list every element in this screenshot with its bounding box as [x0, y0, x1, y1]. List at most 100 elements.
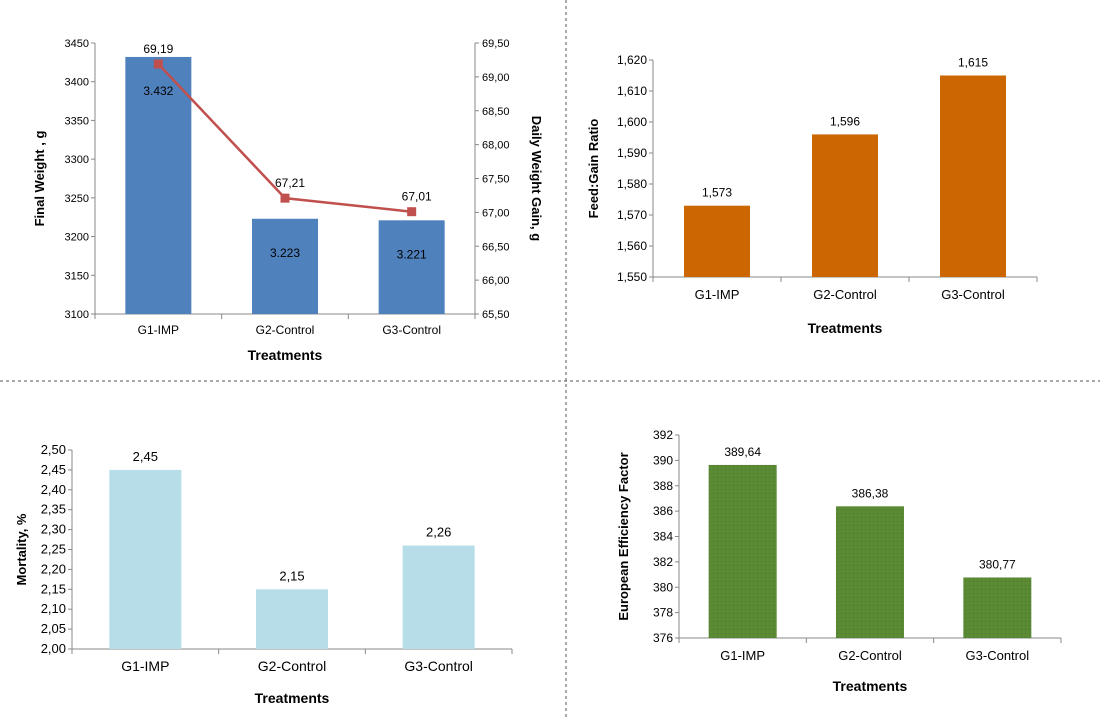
y-tick-label: 2,30: [41, 522, 66, 537]
y2-tick-label: 66,00: [482, 275, 510, 287]
bar: [109, 469, 182, 649]
y-axis-title: Final Weight , g: [32, 131, 47, 227]
data-label: 2,45: [133, 449, 158, 464]
y-tick-label: 386: [653, 504, 673, 518]
y-tick-label: 3300: [65, 154, 89, 166]
y-tick-label: 1,550: [617, 270, 647, 284]
x-axis-title: Treatments: [833, 678, 908, 694]
y-tick-label: 3450: [65, 38, 89, 50]
y-tick-label: 1,610: [617, 84, 647, 98]
x-axis-title: Treatments: [248, 347, 323, 363]
x-tick-label: G1-IMP: [121, 658, 169, 674]
y-tick-label: 1,600: [617, 115, 647, 129]
y-tick-label: 2,10: [41, 601, 66, 616]
y-tick-label: 1,580: [617, 177, 647, 191]
data-label: 1,615: [958, 56, 988, 70]
y2-tick-label: 68,50: [482, 106, 510, 118]
data-label: 2,15: [279, 568, 304, 583]
data-label: 389,64: [724, 445, 761, 459]
y-tick-label: 392: [653, 428, 673, 442]
y-tick-label: 384: [653, 530, 673, 544]
x-tick-label: G2-Control: [813, 287, 877, 302]
bar: [708, 464, 777, 638]
y2-tick-label: 66,50: [482, 241, 510, 253]
data-label: 380,77: [979, 557, 1016, 571]
y-tick-label: 2,40: [41, 482, 66, 497]
x-tick-label: G1-IMP: [695, 287, 740, 302]
y-tick-label: 382: [653, 555, 673, 569]
chart-mortality: 2,00 2,05 2,10 2,15 2,20 2,25 2,30 2,35 2,40 2,45…: [14, 442, 513, 706]
x-axis-title: Treatments: [808, 320, 883, 336]
y-tick-label: 390: [653, 453, 673, 467]
y-axis-title: European Efficiency Factor: [616, 452, 631, 620]
line-data-label: 67,21: [275, 176, 305, 190]
y-tick-label: 2,50: [41, 442, 66, 457]
data-label: 1,596: [830, 114, 860, 128]
bar: [256, 589, 328, 649]
data-label: 386,38: [852, 486, 889, 500]
y2-tick-label: 69,00: [482, 72, 510, 84]
data-label: 3.221: [397, 247, 427, 261]
y-tick-label: 1,590: [617, 146, 647, 160]
chart-european-efficiency-factor: 376 378 380 382 384 386 388 390 392 G1-IMP 389,64 G…: [616, 428, 1062, 694]
y-tick-label: 2,45: [41, 462, 66, 477]
bar: [836, 506, 904, 638]
x-tick-label: G2-Control: [258, 658, 326, 674]
y2-tick-label: 67,50: [482, 174, 510, 186]
bar: [252, 218, 318, 314]
y2-axis-title: Daily Weight Gain, g: [529, 116, 544, 242]
x-tick-label: G3-Control: [404, 658, 472, 674]
y2-tick-label: 68,00: [482, 140, 510, 152]
y-tick-label: 1,570: [617, 208, 647, 222]
data-label: 1,573: [702, 186, 732, 200]
x-tick-label: G2-Control: [256, 323, 315, 337]
y-tick-label: 2,00: [41, 641, 66, 656]
line-data-label: 69,19: [143, 42, 173, 56]
y-tick-label: 3250: [65, 193, 89, 205]
bar: [125, 56, 192, 315]
y-tick-label: 380: [653, 580, 673, 594]
y2-tick-label: 67,00: [482, 207, 510, 219]
y-tick-label: 2,20: [41, 561, 66, 576]
data-label: 2,26: [426, 525, 451, 540]
y-tick-label: 2,25: [41, 542, 66, 557]
bar: [402, 545, 475, 649]
y-axis-title: Feed:Gain Ratio: [586, 119, 601, 219]
line-point: [280, 193, 290, 203]
y-tick-label: 2,35: [41, 502, 66, 517]
y-tick-label: 1,560: [617, 239, 647, 253]
y-tick-label: 2,05: [41, 621, 66, 636]
y-tick-label: 388: [653, 479, 673, 493]
line-data-label: 67,01: [402, 190, 432, 204]
data-label: 3.432: [143, 84, 173, 98]
x-tick-label: G3-Control: [382, 323, 441, 337]
x-tick-label: G1-IMP: [720, 648, 765, 663]
y-tick-label: 3150: [65, 270, 89, 282]
y-tick-label: 1,620: [617, 53, 647, 67]
y-tick-label: 2,15: [41, 581, 66, 596]
line-point: [407, 207, 417, 217]
x-tick-label: G3-Control: [941, 287, 1005, 302]
y-tick-label: 376: [653, 631, 673, 645]
x-tick-label: G2-Control: [838, 648, 902, 663]
y2-tick-label: 65,50: [482, 309, 510, 321]
y-tick-label: 3100: [65, 309, 89, 321]
data-label: 3.223: [270, 246, 300, 260]
bar: [378, 220, 445, 314]
line-point: [153, 59, 163, 69]
y-axis-title: Mortality, %: [14, 513, 29, 585]
chart-final-weight-daily-gain: 3100 3150 3200 3250 3300 3350 3400 3450 G1-IMP 3.…: [32, 38, 544, 363]
x-tick-label: G3-Control: [966, 648, 1030, 663]
bar: [940, 75, 1006, 277]
bar: [812, 134, 878, 277]
y-tick-label: 3350: [65, 115, 89, 127]
x-tick-label: G1-IMP: [138, 323, 179, 337]
y-tick-label: 3200: [65, 232, 89, 244]
y-tick-label: 3400: [65, 77, 89, 89]
bar: [963, 577, 1032, 638]
y-tick-label: 378: [653, 606, 673, 620]
x-axis-title: Treatments: [255, 690, 330, 706]
chart-feed-gain-ratio: 1,550 1,560 1,570 1,580 1,590 1,600 1,610 1,620…: [586, 53, 1038, 336]
bar: [684, 205, 750, 277]
